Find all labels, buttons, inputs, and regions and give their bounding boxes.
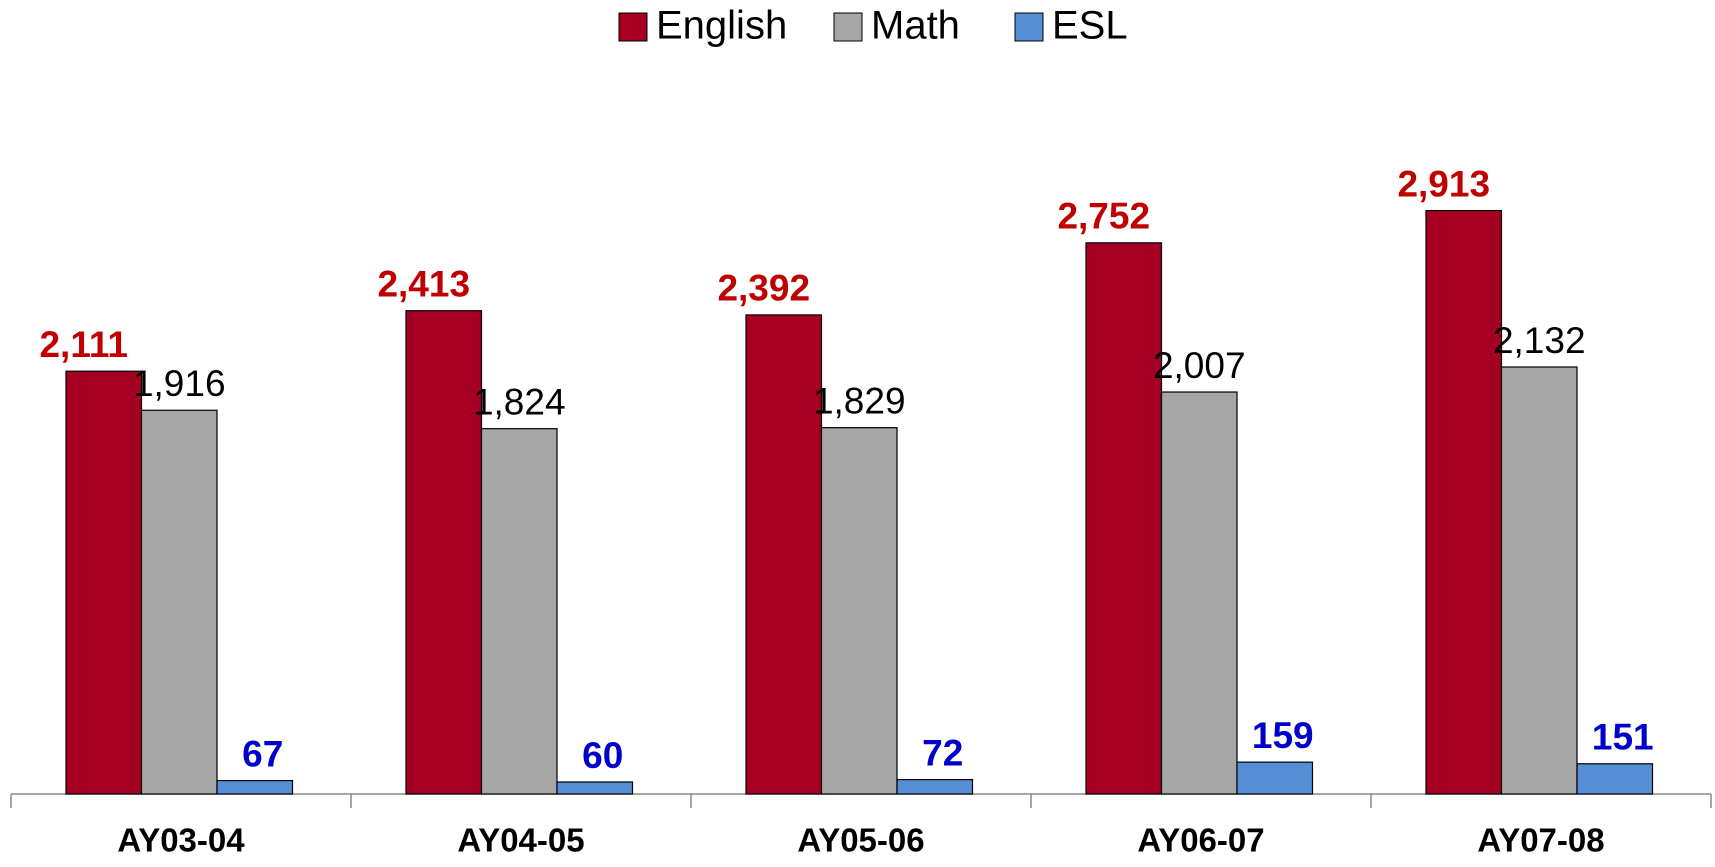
bar — [1425, 209, 1503, 795]
value-label: 1,829 — [813, 380, 906, 421]
value-label: 2,913 — [1397, 163, 1490, 204]
bar — [1500, 366, 1578, 795]
legend-swatch — [618, 12, 648, 42]
x-tick-label: AY04-05 — [457, 822, 584, 859]
x-tick-label: AY03-04 — [117, 822, 245, 859]
value-label: 2,111 — [39, 324, 128, 365]
legend-swatch — [833, 12, 863, 42]
legend-label: ESL — [1052, 4, 1128, 48]
value-label: 72 — [922, 732, 963, 773]
bar — [1236, 761, 1314, 795]
value-label: 159 — [1252, 715, 1314, 756]
value-label: 2,007 — [1153, 345, 1246, 386]
value-label: 60 — [582, 735, 623, 776]
legend-swatch — [1014, 12, 1044, 42]
bar — [896, 778, 974, 795]
value-label: 1,916 — [133, 363, 226, 404]
x-tick-label: AY06-07 — [1137, 822, 1264, 859]
value-label: 151 — [1592, 717, 1654, 758]
bar — [1576, 763, 1654, 795]
value-label: 2,413 — [377, 263, 470, 304]
bar — [405, 310, 483, 795]
bar — [745, 314, 823, 795]
value-label: 1,824 — [473, 381, 566, 422]
value-label: 2,132 — [1493, 320, 1586, 361]
bar — [65, 370, 143, 795]
legend-label: English — [656, 4, 787, 48]
bar — [480, 428, 558, 795]
legend-label: Math — [871, 4, 960, 48]
x-tick-label: AY07-08 — [1477, 822, 1604, 859]
bar — [1160, 391, 1238, 795]
bar — [216, 779, 294, 795]
bar — [820, 427, 898, 795]
value-label: 2,392 — [717, 268, 810, 309]
x-tick-label: AY05-06 — [797, 822, 924, 859]
value-label: 67 — [242, 733, 283, 774]
bar — [556, 781, 634, 795]
value-label: 2,752 — [1057, 196, 1150, 237]
bar — [140, 409, 218, 795]
bar — [1085, 242, 1163, 795]
